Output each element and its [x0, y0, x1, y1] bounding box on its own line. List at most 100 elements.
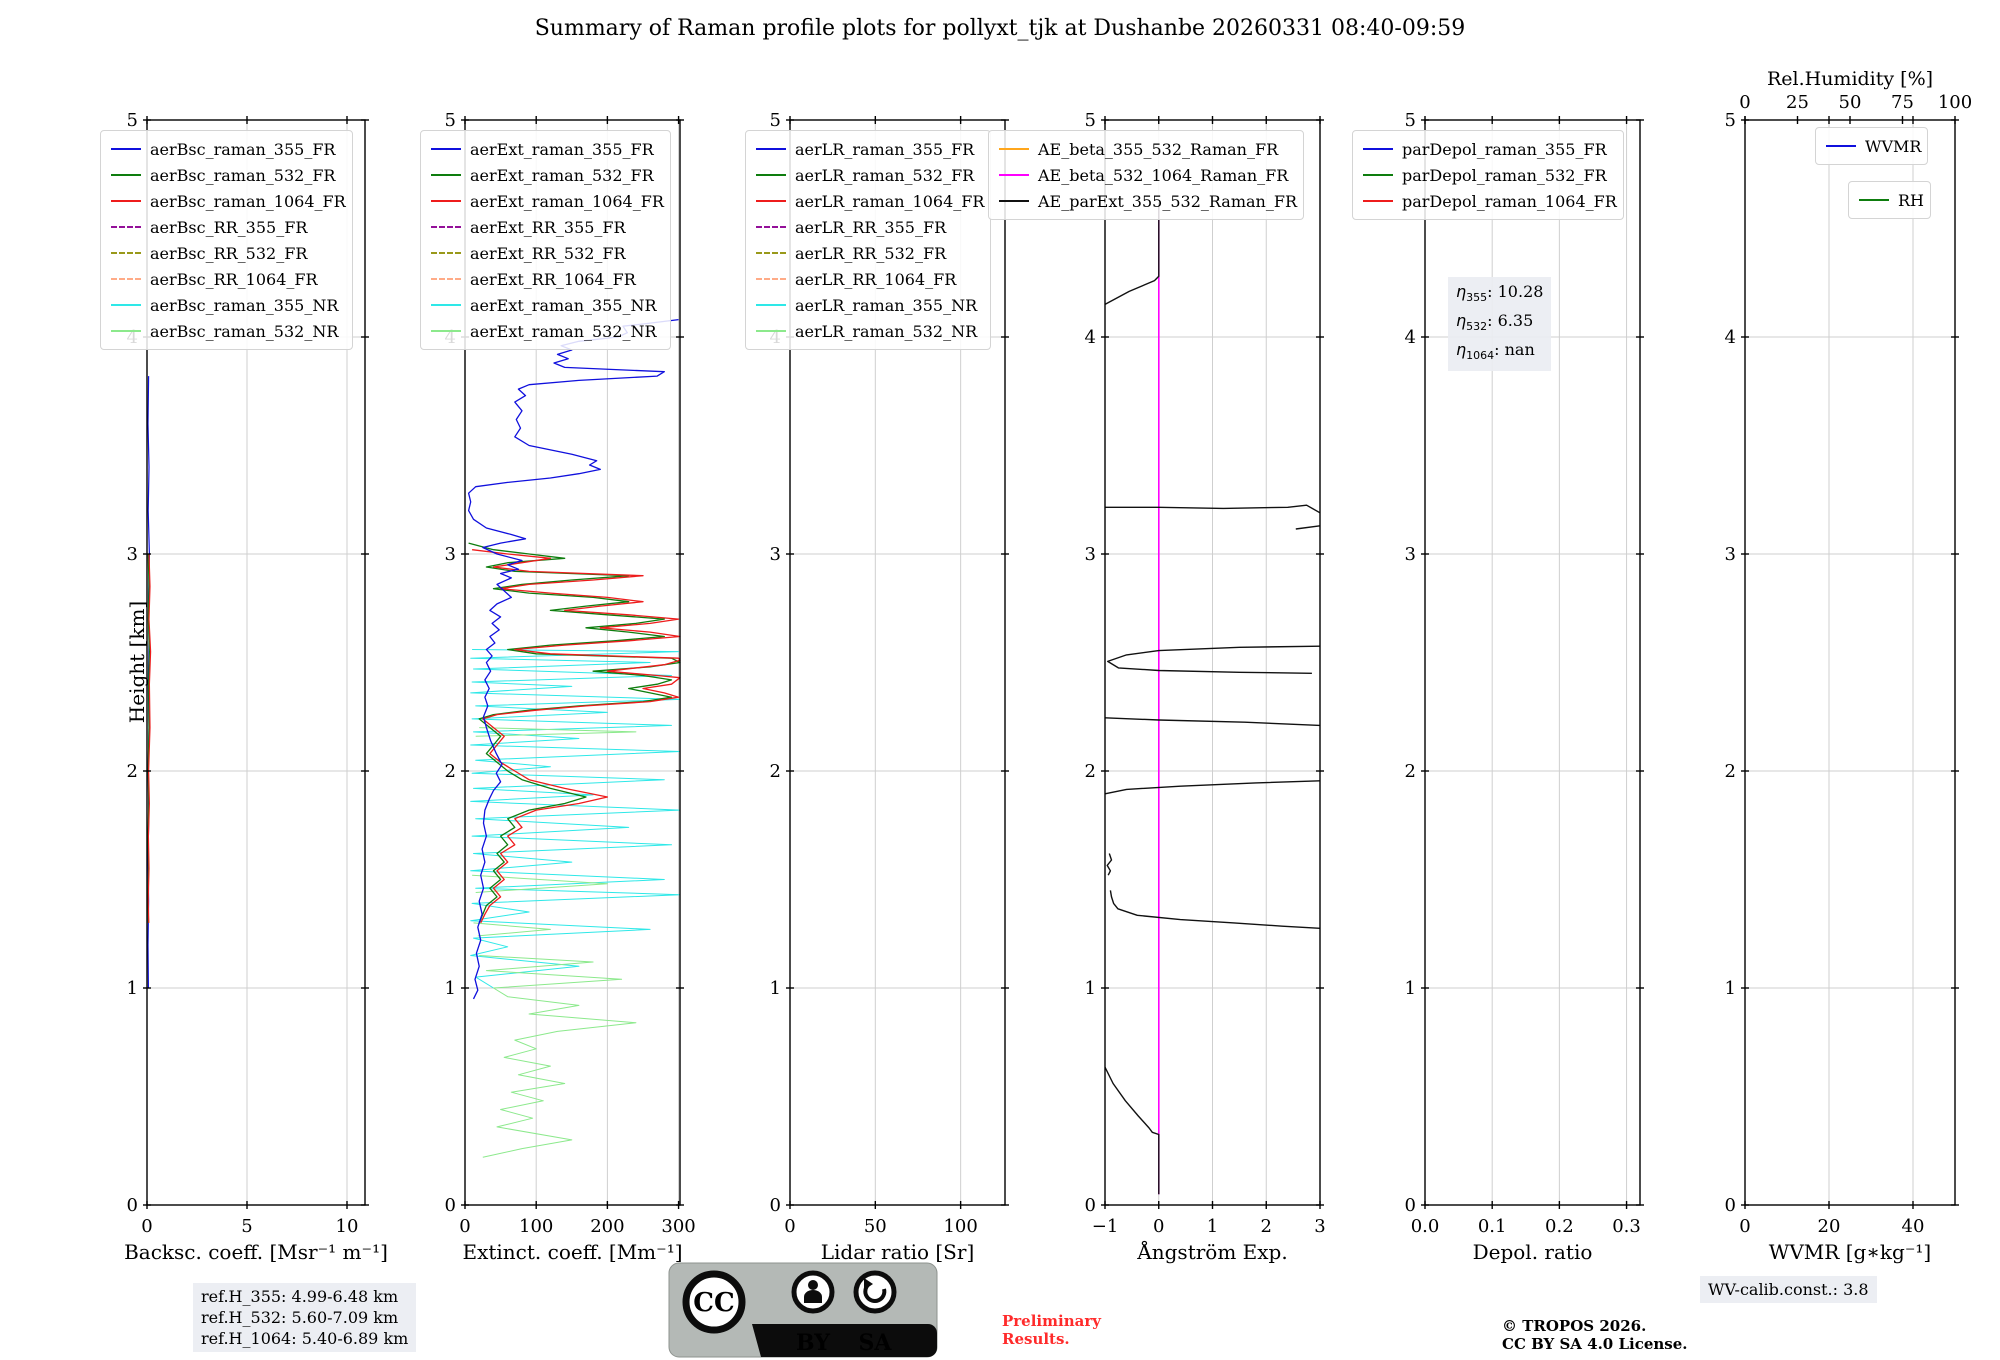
by-text: BY — [796, 1330, 830, 1356]
legend-line-swatch — [111, 330, 141, 332]
legend-item: aerBsc_raman_532_FR — [107, 162, 346, 188]
y-tick-label: 3 — [127, 544, 138, 565]
legend-label: RH — [1898, 190, 1924, 210]
legend-label: aerLR_raman_532_FR — [795, 165, 975, 185]
y-tick-label: 2 — [1405, 761, 1416, 782]
ref-h-532: ref.H_532: 5.60-7.09 km — [201, 1308, 399, 1327]
x-tick-label: 0.3 — [1612, 1216, 1641, 1237]
x-axis-label-wvmr: WVMR [g∗kg⁻¹] — [1768, 1240, 1932, 1264]
x-tick-label: 200 — [590, 1216, 624, 1237]
series-aerExt_raman_355_NR — [470, 649, 681, 989]
legend-line-swatch — [431, 330, 461, 332]
legend-line-swatch — [111, 174, 141, 176]
legend-line-swatch — [999, 148, 1029, 150]
eta-annotation-box: η355: 10.28 η532: 6.35 η1064: nan — [1448, 277, 1552, 371]
legend-line-swatch — [1859, 199, 1889, 201]
legend-item: aerLR_RR_532_FR — [752, 240, 984, 266]
wv-calib-box: WV-calib.const.: 3.8 — [1700, 1276, 1877, 1303]
legend-item: aerLR_raman_355_NR — [752, 292, 984, 318]
legend-item: aerBsc_raman_532_NR — [107, 318, 346, 344]
legend-angstrom-exponent: AE_beta_355_532_Raman_FR AE_beta_532_1064… — [988, 130, 1304, 220]
legend-item: aerExt_raman_532_FR — [427, 162, 664, 188]
y-tick-label: 5 — [445, 110, 456, 131]
legend-line-swatch — [431, 148, 461, 150]
legend-label: aerExt_raman_532_FR — [470, 165, 654, 185]
cc-circle-icon — [682, 1270, 746, 1334]
top-tick-label: 100 — [1938, 92, 1972, 113]
x-tick-label: −1 — [1092, 1216, 1119, 1237]
x-tick-label: 100 — [519, 1216, 553, 1237]
x-tick-label: 50 — [864, 1216, 887, 1237]
legend-label: aerLR_raman_355_FR — [795, 139, 975, 159]
legend-wvmr: WVMR — [1815, 127, 1929, 165]
legend-item: parDepol_raman_1064_FR — [1359, 188, 1617, 214]
series-aerExt_raman_1064_FR — [472, 549, 681, 924]
legend-item: AE_parExt_355_532_Raman_FR — [995, 188, 1297, 214]
legend-line-swatch — [431, 304, 461, 306]
x-tick-label: 2 — [1261, 1216, 1272, 1237]
legend-label: aerBsc_RR_1064_FR — [150, 269, 318, 289]
legend-item: aerBsc_RR_532_FR — [107, 240, 346, 266]
x-tick-label: 0.2 — [1545, 1216, 1574, 1237]
legend-extinction: aerExt_raman_355_FR aerExt_raman_532_FR ae… — [420, 130, 671, 350]
eta-1064-line: η1064: nan — [1456, 340, 1535, 363]
x-tick-label: 0.1 — [1478, 1216, 1507, 1237]
legend-label: WVMR — [1865, 136, 1922, 156]
legend-item: aerLR_raman_355_FR — [752, 136, 984, 162]
series-aerExt_raman_532_NR — [472, 727, 637, 1158]
x-tick-label: 0 — [141, 1216, 152, 1237]
legend-item: aerExt_raman_532_NR — [427, 318, 664, 344]
legend-label: AE_beta_532_1064_Raman_FR — [1038, 165, 1289, 185]
legend-item: RH — [1855, 187, 1924, 213]
y-tick-label: 0 — [770, 1195, 781, 1216]
legend-item: aerBsc_raman_1064_FR — [107, 188, 346, 214]
legend-label: aerBsc_raman_1064_FR — [150, 191, 346, 211]
legend-item: aerBsc_RR_1064_FR — [107, 266, 346, 292]
legend-line-swatch — [1826, 145, 1856, 147]
legend-label: aerBsc_raman_355_FR — [150, 139, 336, 159]
legend-label: aerLR_RR_355_FR — [795, 217, 947, 237]
ref-h-355: ref.H_355: 4.99-6.48 km — [201, 1287, 399, 1306]
legend-line-swatch — [1363, 200, 1393, 202]
legend-item: aerLR_raman_1064_FR — [752, 188, 984, 214]
y-tick-label: 0 — [127, 1195, 138, 1216]
x-tick-label: 300 — [661, 1216, 695, 1237]
legend-line-swatch — [756, 304, 786, 306]
x-tick-label: 100 — [943, 1216, 977, 1237]
figure-title: Summary of Raman profile plots for polly… — [534, 16, 1466, 41]
legend-item: aerExt_RR_1064_FR — [427, 266, 664, 292]
legend-item: aerExt_RR_532_FR — [427, 240, 664, 266]
cc-badge-black-band — [752, 1324, 937, 1357]
legend-line-swatch — [756, 252, 786, 254]
reference-heights-box: ref.H_355: 4.99-6.48 km ref.H_532: 5.60-… — [193, 1283, 417, 1352]
y-tick-label: 0 — [1725, 1195, 1736, 1216]
legend-item: aerLR_RR_355_FR — [752, 214, 984, 240]
y-tick-label: 0 — [445, 1195, 456, 1216]
legend-item: WVMR — [1822, 133, 1921, 159]
x-tick-label: 20 — [1818, 1216, 1841, 1237]
legend-lidar-ratio: aerLR_raman_355_FR aerLR_raman_532_FR aerL… — [745, 130, 992, 350]
y-axis-label: Height [km] — [125, 600, 150, 724]
series-aerBsc_raman_1064_FR — [147, 553, 152, 923]
eta-355-line: η355: 10.28 — [1456, 282, 1544, 305]
legend-item: AE_beta_532_1064_Raman_FR — [995, 162, 1297, 188]
x-tick-label: 0 — [459, 1216, 470, 1237]
y-tick-label: 5 — [1085, 110, 1096, 131]
legend-line-swatch — [111, 252, 141, 254]
x-tick-label: 5 — [241, 1216, 252, 1237]
cc-badge-graphic: CC BY SA — [668, 1262, 938, 1358]
legend-label: aerBsc_RR_355_FR — [150, 217, 308, 237]
y-tick-label: 1 — [1725, 978, 1736, 999]
y-tick-label: 1 — [770, 978, 781, 999]
legend-label: parDepol_raman_1064_FR — [1402, 191, 1617, 211]
y-tick-label: 1 — [1085, 978, 1096, 999]
legend-line-swatch — [111, 278, 141, 280]
top-tick-label: 25 — [1786, 92, 1809, 113]
legend-label: aerBsc_RR_532_FR — [150, 243, 308, 263]
legend-label: aerExt_RR_1064_FR — [470, 269, 636, 289]
preliminary-results-note: Preliminary Results. — [1002, 1312, 1101, 1348]
y-tick-label: 5 — [770, 110, 781, 131]
legend-line-swatch — [111, 200, 141, 202]
